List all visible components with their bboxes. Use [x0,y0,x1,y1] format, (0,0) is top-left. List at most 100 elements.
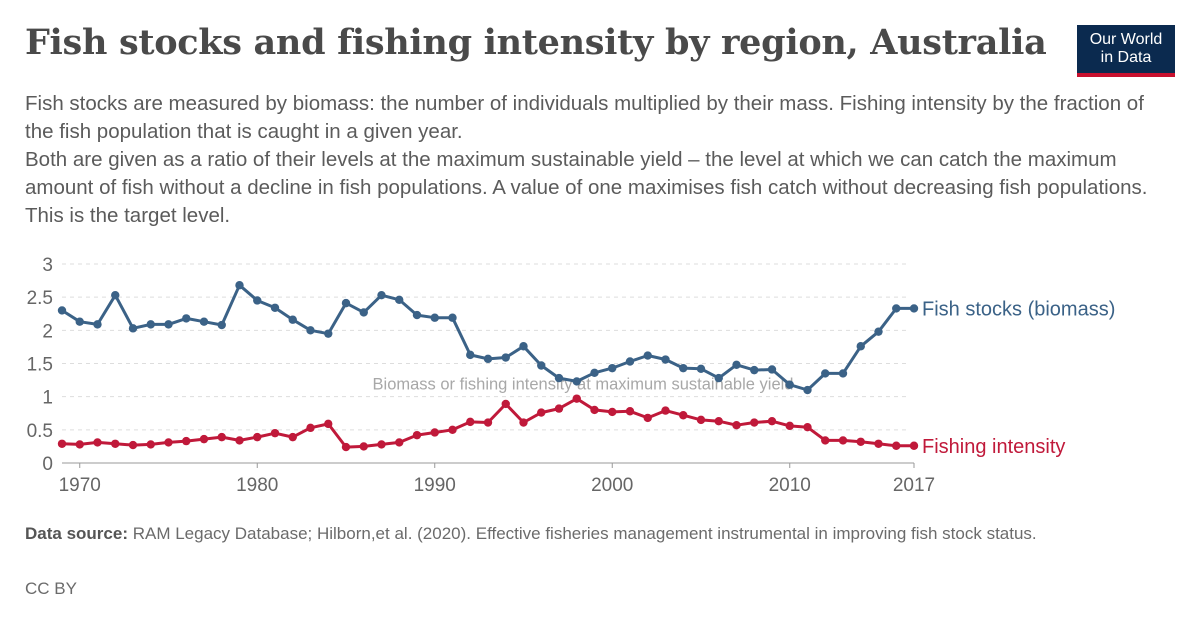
data-point [892,304,901,313]
data-point [111,290,120,300]
series-line-fish-stocks [61,283,914,392]
data-point [537,361,546,370]
data-point [288,432,297,442]
data-point [146,320,155,329]
data-point [643,351,652,360]
data-point [732,360,741,370]
data-point [714,417,723,426]
data-point [75,317,84,326]
data-point [803,385,812,395]
data-point [93,320,102,329]
data-point [324,419,333,429]
y-tick-label: 1.5 [27,355,53,376]
x-tick-label: 2010 [769,475,811,496]
data-point [288,315,297,324]
data-point [253,432,262,442]
y-tick-label: 0 [42,454,53,475]
data-point [838,436,848,445]
data-point [430,313,439,322]
data-point [146,440,155,449]
reference-line-label: Biomass or fishing intensity at maximum … [373,376,794,394]
data-point [909,441,919,450]
data-point [696,364,706,374]
data-point [448,425,457,435]
data-point [93,438,102,447]
series-label: Fishing intensity [922,436,1065,458]
data-point [821,369,830,378]
data-point [750,418,759,427]
data-point [572,377,581,386]
subtitle-paragraph-2: Both are given as a ratio of their level… [25,148,1148,227]
data-point [714,373,723,383]
data-point [732,420,741,430]
data-point [767,365,777,374]
data-point [679,363,688,373]
data-point [679,411,688,420]
y-tick-label: 2 [42,321,53,342]
data-point [412,430,422,440]
data-point [199,434,209,444]
data-point [128,440,138,450]
data-point [892,441,901,450]
data-point [235,281,244,290]
data-point [661,355,670,364]
x-tick-label: 1990 [414,475,456,496]
data-point [785,380,794,389]
data-point [164,438,173,447]
data-point [466,350,475,360]
data-point [395,438,404,447]
data-point [341,442,351,452]
data-point [253,296,262,305]
data-point [199,317,209,326]
data-point [625,357,635,366]
y-tick-label: 0.5 [27,421,53,442]
data-source-text: RAM Legacy Database; Hilborn,et al. (202… [132,524,1037,543]
data-point [128,324,138,333]
data-point [235,436,244,445]
x-tick-label: 1970 [59,475,101,496]
data-point [519,342,528,351]
data-point [785,421,794,431]
data-point [483,354,493,364]
data-point [306,423,315,433]
subtitle-paragraph-1: Fish stocks are measured by biomass: the… [25,92,1144,143]
data-point [57,439,67,448]
x-tick-label: 2000 [591,475,633,496]
series-label: Fish stocks (biomass) [922,298,1115,320]
data-point [57,306,67,315]
line-chart: 0 0.5 1 1.5 2 2.5 3 1970 1980 1990 2000 2010 2017 Bio… [27,255,1116,496]
owid-logo[interactable]: Our World in Data [1077,25,1175,77]
data-point [466,417,475,427]
data-point [217,320,226,330]
data-point [590,405,599,415]
data-point [377,290,386,300]
data-point [821,436,830,445]
data-point [590,368,599,377]
data-point [572,394,581,403]
y-tick-label: 3 [42,255,53,276]
x-tick-label: 2017 [893,475,935,496]
data-point [217,432,226,442]
chart-subtitle: Fish stocks are measured by biomass: the… [25,90,1175,230]
data-point [519,418,528,427]
data-point [625,407,635,416]
logo-line-2: in Data [1100,49,1152,66]
data-point [608,407,617,417]
data-point [111,439,120,448]
data-point [270,428,280,438]
data-point [643,413,652,423]
data-source: Data source: RAM Legacy Database; Hilbor… [25,522,1165,546]
data-point [359,442,368,451]
data-point [182,314,191,323]
data-point [803,422,812,432]
data-point [874,439,883,448]
chart-title: Fish stocks and fishing intensity by reg… [25,22,1047,63]
data-source-label: Data source: [25,524,128,543]
data-point [501,353,510,362]
data-point [856,437,865,446]
data-point [696,415,706,425]
data-point [856,342,865,351]
y-tick-label: 1 [42,388,53,409]
data-point [341,298,351,308]
data-point [838,369,848,378]
